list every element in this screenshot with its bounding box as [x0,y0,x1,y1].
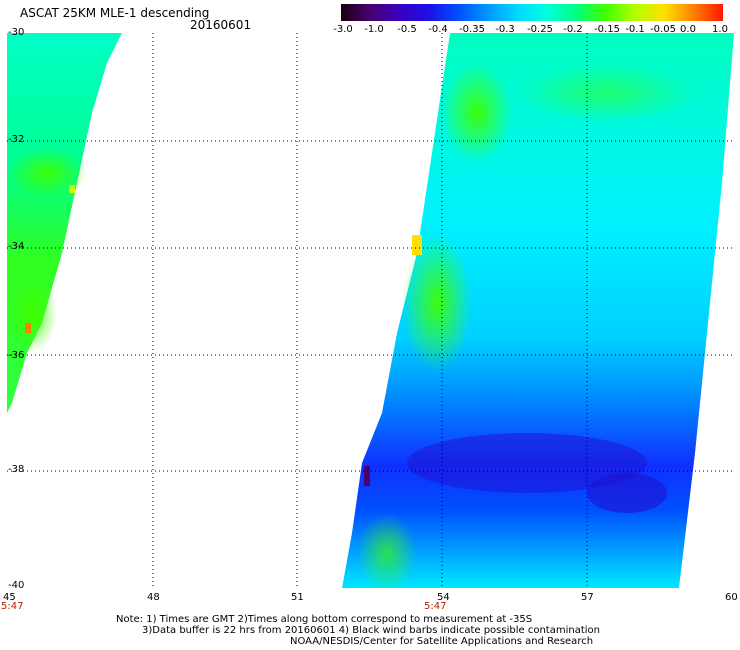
note-line: Note: 1) Times are GMT 2)Times along bot… [116,614,533,625]
scale-label: -0.15 [594,24,620,35]
footnotes: Note: 1) Times are GMT 2)Times along bot… [100,614,660,647]
color-scale-bar [341,4,723,21]
lat-label: -36 [8,350,25,361]
time-label: 5:47 [424,601,447,612]
right-swath [342,33,734,588]
lon-label: 51 [291,592,304,603]
scale-label: -0.35 [459,24,485,35]
scale-label: -0.2 [563,24,583,35]
note-line: NOAA/NESDIS/Center for Satellite Applica… [290,636,594,647]
swath-map [7,33,734,588]
lat-label: -40 [8,580,25,591]
scale-label: -0.25 [527,24,553,35]
lon-label: 48 [147,592,160,603]
lon-label: 45 [3,592,16,603]
scale-label: -0.05 [650,24,676,35]
scale-label: -0.3 [495,24,515,35]
lat-label: -32 [8,134,25,145]
scale-label: -3.0 [333,24,353,35]
lon-label: 60 [725,592,738,603]
product-title: ASCAT 25KM MLE-1 descending [20,6,210,20]
scale-label: -1.0 [364,24,384,35]
map-grid [7,33,734,588]
lat-label: -30 [8,27,25,38]
time-label: 5:47 [1,601,24,612]
scale-label: 0.0 [680,24,696,35]
scale-label: -0.5 [397,24,417,35]
lon-label: 57 [581,592,594,603]
lon-label: 54 [437,592,450,603]
lat-label: -34 [8,241,25,252]
map-plot-area [7,33,734,588]
scale-label: -0.1 [625,24,645,35]
scale-label: -0.4 [428,24,448,35]
note-line: 3)Data buffer is 22 hrs from 20160601 4)… [142,625,600,636]
scale-label: 1.0 [712,24,728,35]
color-scale-labels: -3.0 -1.0 -0.5 -0.4 -0.35 -0.3 -0.25 -0.… [330,24,735,38]
product-date: 20160601 [190,18,252,32]
lat-label: -38 [8,464,25,475]
